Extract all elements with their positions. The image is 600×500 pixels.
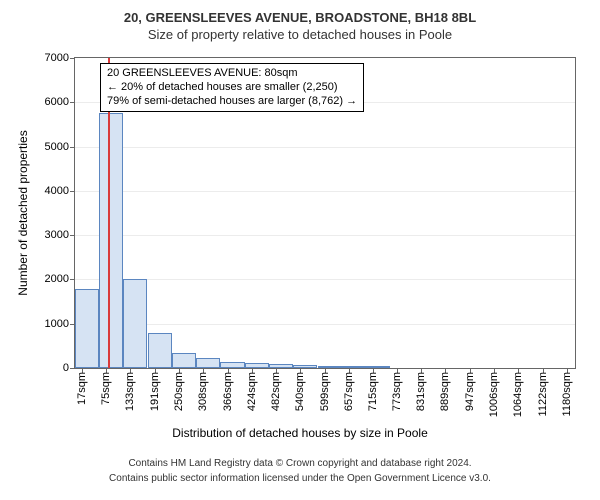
histogram-bar: [75, 289, 99, 368]
xtick-label: 715sqm: [367, 372, 379, 411]
info-line-3: 79% of semi-detached houses are larger (…: [107, 95, 357, 109]
xtick-label: 250sqm: [173, 372, 185, 411]
footer-attribution-1: Contains HM Land Registry data © Crown c…: [0, 458, 600, 469]
info-line-2: ← 20% of detached houses are smaller (2,…: [107, 81, 357, 95]
ytick-label: 5000: [45, 141, 75, 153]
histogram-bar: [293, 365, 317, 368]
gridline: [75, 324, 575, 325]
xtick-label: 773sqm: [391, 372, 403, 411]
gridline: [75, 147, 575, 148]
ytick-label: 6000: [45, 96, 75, 108]
gridline: [75, 191, 575, 192]
histogram-bar: [123, 279, 147, 368]
figure-title-2: Size of property relative to detached ho…: [0, 27, 600, 42]
histogram-bar: [245, 363, 269, 368]
histogram-bar: [342, 366, 366, 368]
xtick-label: 191sqm: [149, 372, 161, 411]
histogram-bar: [220, 362, 244, 368]
xtick-label: 75sqm: [100, 372, 112, 405]
histogram-bar: [366, 366, 390, 368]
xtick-label: 947sqm: [464, 372, 476, 411]
xtick-label: 831sqm: [415, 372, 427, 411]
x-axis-label: Distribution of detached houses by size …: [172, 426, 428, 440]
ytick-label: 7000: [45, 52, 75, 64]
xtick-label: 1180sqm: [561, 372, 573, 416]
ytick-label: 0: [63, 362, 75, 374]
info-line-1: 20 GREENSLEEVES AVENUE: 80sqm: [107, 67, 357, 81]
figure-title-1: 20, GREENSLEEVES AVENUE, BROADSTONE, BH1…: [0, 0, 600, 25]
property-info-box: 20 GREENSLEEVES AVENUE: 80sqm ← 20% of d…: [100, 63, 364, 112]
histogram-bar: [269, 364, 293, 368]
xtick-label: 17sqm: [76, 372, 88, 405]
xtick-label: 133sqm: [124, 372, 136, 411]
histogram-bar: [99, 113, 123, 368]
histogram-bar: [172, 353, 196, 369]
xtick-label: 308sqm: [197, 372, 209, 411]
y-axis-label: Number of detached properties: [16, 130, 30, 295]
xtick-label: 1006sqm: [488, 372, 500, 417]
ytick-label: 2000: [45, 273, 75, 285]
xtick-label: 424sqm: [246, 372, 258, 411]
ytick-label: 1000: [45, 318, 75, 330]
histogram-bar: [318, 366, 342, 368]
ytick-label: 4000: [45, 185, 75, 197]
xtick-label: 599sqm: [319, 372, 331, 411]
gridline: [75, 235, 575, 236]
xtick-label: 889sqm: [439, 372, 451, 411]
xtick-label: 482sqm: [270, 372, 282, 411]
figure: 20, GREENSLEEVES AVENUE, BROADSTONE, BH1…: [0, 0, 600, 500]
histogram-bar: [196, 358, 220, 368]
xtick-label: 1064sqm: [512, 372, 524, 417]
xtick-label: 657sqm: [343, 372, 355, 411]
gridline: [75, 279, 575, 280]
footer-attribution-2: Contains public sector information licen…: [0, 473, 600, 484]
ytick-label: 3000: [45, 229, 75, 241]
xtick-label: 1122sqm: [537, 372, 549, 416]
xtick-label: 366sqm: [222, 372, 234, 411]
xtick-label: 540sqm: [294, 372, 306, 411]
histogram-bar: [148, 333, 172, 368]
